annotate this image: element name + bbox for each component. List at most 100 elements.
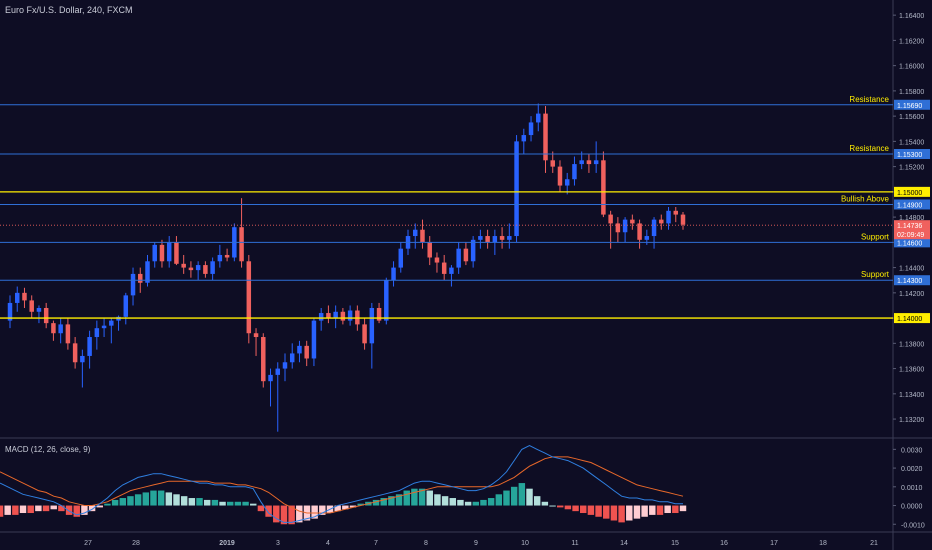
candle-body (304, 345, 309, 359)
macd-histogram-bar (188, 498, 196, 506)
macd-histogram-bar (403, 490, 410, 506)
macd-histogram-bar (388, 496, 395, 506)
candle-body (268, 374, 273, 382)
macd-histogram-bar (242, 501, 249, 506)
candle-body (333, 311, 338, 319)
macd-histogram-bar (280, 505, 288, 525)
level-annotation: Resistance (849, 95, 889, 104)
candle-body (651, 219, 657, 237)
macd-histogram-bar (81, 505, 88, 515)
price-level-tag-label: 1.15690 (897, 103, 922, 110)
candle-body (463, 248, 469, 262)
macd-histogram-bar (227, 501, 234, 506)
macd-histogram-bar (50, 505, 57, 510)
level-annotation: Bullish Above (841, 194, 890, 203)
candle-body (289, 353, 295, 363)
candle-body (572, 164, 577, 180)
price-level-tag-label: 1.15000 (897, 190, 922, 197)
macd-tick-label: 0.0020 (901, 466, 923, 473)
candle-body (87, 337, 92, 356)
time-tick-label: 16 (720, 540, 728, 547)
macd-histogram-bar (418, 488, 426, 506)
candle-body (123, 295, 129, 317)
macd-histogram-bar (288, 505, 295, 525)
candle-body (579, 160, 584, 165)
macd-histogram-bar (672, 505, 679, 514)
candle-body (174, 242, 179, 264)
macd-histogram-bar (273, 505, 280, 523)
candle-body (673, 210, 679, 215)
macd-histogram-bar (58, 505, 65, 512)
macd-tick-label: -0.0010 (901, 522, 925, 529)
macd-histogram-bar (42, 505, 50, 512)
candle-body (492, 236, 498, 243)
candle-body (261, 337, 266, 382)
macd-histogram-bar (88, 505, 96, 512)
time-tick-label: 14 (620, 540, 628, 547)
candle-body (528, 122, 534, 136)
macd-histogram-bar (510, 486, 518, 506)
time-tick-label: 10 (521, 540, 529, 547)
macd-histogram-bar (65, 505, 73, 515)
price-level-tag (894, 148, 930, 159)
candle-body (427, 242, 432, 258)
time-tick-label: 11 (571, 540, 578, 547)
macd-tick-label: 0.0030 (901, 447, 923, 454)
macd-histogram-bar (196, 498, 203, 506)
time-tick-label: 3 (276, 540, 280, 547)
candle-body (456, 248, 461, 268)
candle-body (543, 113, 548, 161)
macd-histogram-bar (319, 505, 326, 515)
price-level-tag-label: 1.15300 (897, 152, 922, 159)
price-tick-label: 1.14200 (899, 291, 924, 298)
candle-body (94, 328, 100, 338)
candle-body (275, 368, 280, 375)
candle-body (166, 242, 172, 262)
macd-histogram-bar (518, 483, 526, 506)
candle-body (203, 265, 208, 274)
price-tick-label: 1.16000 (899, 64, 924, 71)
candle-body (593, 160, 599, 165)
price-level-tag-label: 1.14900 (897, 202, 922, 209)
candle-body (22, 292, 27, 301)
candle-body (326, 313, 331, 319)
candle-body (507, 236, 512, 240)
macd-histogram-bar (19, 505, 27, 514)
candle-body (80, 355, 85, 363)
macd-histogram-bar (580, 505, 587, 514)
macd-histogram-bar (27, 505, 34, 514)
macd-histogram-bar (104, 503, 111, 506)
candle-body (485, 236, 490, 243)
price-tick-label: 1.15600 (899, 114, 924, 121)
candle-body (434, 257, 440, 263)
candle-body (470, 239, 476, 262)
macd-histogram-bar (503, 490, 510, 506)
macd-histogram-bar (96, 505, 103, 508)
macd-histogram-bar (157, 490, 165, 506)
candle-body (391, 267, 396, 281)
candle-body (557, 166, 563, 186)
price-tick-label: 1.16400 (899, 13, 924, 20)
macd-histogram-bar (679, 505, 687, 512)
macd-histogram-bar (487, 498, 495, 506)
candle-body (51, 323, 56, 334)
macd-histogram-bar (250, 503, 257, 506)
macd-histogram-bar (234, 501, 242, 506)
candle-body (398, 248, 404, 268)
candle-body (499, 236, 505, 240)
macd-histogram-bar (35, 505, 42, 512)
price-tick-label: 1.13800 (899, 341, 924, 348)
current-price-tag (894, 220, 930, 240)
price-tick-label: 1.15800 (899, 89, 924, 96)
candle-body (478, 236, 483, 240)
macd-histogram-bar (664, 505, 671, 514)
price-level-tag (894, 199, 930, 210)
macd-histogram-bar (257, 505, 265, 512)
macd-title: MACD (12, 26, close, 9) (5, 445, 91, 454)
macd-histogram-bar (73, 505, 80, 517)
macd-histogram-bar (480, 499, 487, 506)
candle-body (253, 333, 259, 338)
candle-body (311, 320, 317, 359)
macd-histogram-bar (626, 505, 633, 521)
